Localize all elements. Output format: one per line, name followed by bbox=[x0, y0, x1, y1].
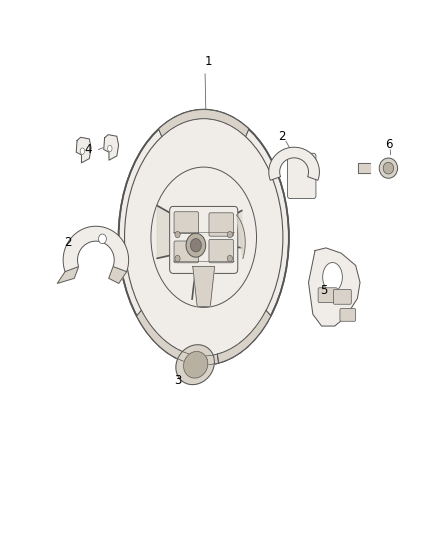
Polygon shape bbox=[184, 352, 208, 378]
Polygon shape bbox=[63, 226, 129, 272]
FancyBboxPatch shape bbox=[209, 239, 233, 263]
Polygon shape bbox=[204, 211, 242, 248]
Ellipse shape bbox=[191, 239, 201, 252]
Text: 5: 5 bbox=[320, 284, 328, 297]
Text: 2: 2 bbox=[279, 130, 286, 143]
Text: 6: 6 bbox=[385, 138, 393, 151]
Polygon shape bbox=[193, 266, 215, 306]
Polygon shape bbox=[176, 345, 214, 385]
Ellipse shape bbox=[151, 167, 257, 308]
Polygon shape bbox=[157, 206, 204, 259]
FancyBboxPatch shape bbox=[340, 309, 356, 321]
Polygon shape bbox=[76, 138, 91, 163]
Polygon shape bbox=[137, 310, 219, 365]
Polygon shape bbox=[237, 215, 245, 259]
Polygon shape bbox=[218, 310, 271, 363]
Ellipse shape bbox=[175, 255, 180, 262]
FancyBboxPatch shape bbox=[318, 288, 337, 303]
Ellipse shape bbox=[108, 146, 112, 152]
Ellipse shape bbox=[227, 255, 233, 262]
Polygon shape bbox=[358, 164, 370, 173]
Ellipse shape bbox=[124, 119, 283, 356]
Ellipse shape bbox=[383, 163, 394, 174]
Ellipse shape bbox=[323, 263, 343, 292]
Polygon shape bbox=[308, 248, 360, 326]
FancyBboxPatch shape bbox=[209, 213, 233, 236]
FancyBboxPatch shape bbox=[333, 289, 351, 304]
Text: 1: 1 bbox=[205, 55, 212, 68]
Ellipse shape bbox=[99, 234, 106, 244]
Ellipse shape bbox=[379, 158, 398, 178]
Polygon shape bbox=[57, 266, 79, 284]
Ellipse shape bbox=[119, 110, 289, 365]
Ellipse shape bbox=[175, 231, 180, 238]
Ellipse shape bbox=[186, 233, 206, 257]
Ellipse shape bbox=[227, 231, 233, 238]
FancyBboxPatch shape bbox=[174, 241, 198, 263]
FancyBboxPatch shape bbox=[170, 206, 238, 273]
Polygon shape bbox=[109, 266, 127, 284]
FancyBboxPatch shape bbox=[288, 154, 316, 198]
Polygon shape bbox=[269, 147, 319, 180]
Text: 4: 4 bbox=[84, 143, 92, 156]
Polygon shape bbox=[104, 135, 119, 160]
Polygon shape bbox=[159, 110, 249, 136]
FancyBboxPatch shape bbox=[174, 212, 198, 233]
Text: 3: 3 bbox=[174, 374, 181, 387]
Ellipse shape bbox=[80, 148, 85, 155]
Text: 2: 2 bbox=[65, 236, 72, 249]
